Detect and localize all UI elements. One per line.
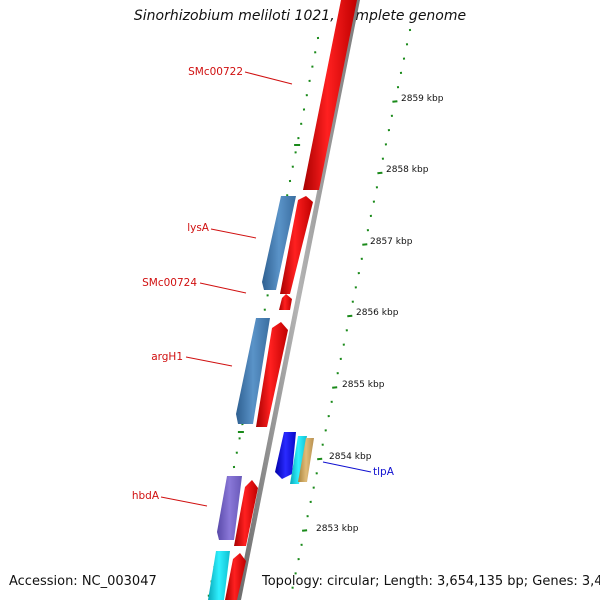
major-tick [392,100,398,103]
gene-SMc00724[interactable] [279,294,292,310]
gene-label-argH1[interactable]: argH1 [151,351,183,363]
gene-cyan-reverse[interactable] [208,551,230,600]
gene-next-forward[interactable] [225,553,246,600]
major-tick [362,243,368,246]
tlpA-gene-cluster [275,432,314,484]
gene-label-hbdA[interactable]: hbdA [132,490,160,502]
gene-label-lysA[interactable]: lysA [187,222,210,234]
gene-argH1[interactable] [256,322,288,427]
scale-tick-labels: 2859 kbp 2858 kbp 2857 kbp 2856 kbp 2855… [316,94,444,534]
gene-labels: SMc00722 lysA SMc00724 argH1 hbdA tlpA [132,66,395,502]
map-title: Sinorhizobium meliloti 1021, complete ge… [133,8,467,24]
leader-tlpA [322,461,372,473]
leader-argH1 [185,356,233,367]
gene-label-SMc00724[interactable]: SMc00724 [142,277,197,289]
outer-scale-track [291,28,412,589]
gene-hbdA[interactable] [234,480,258,546]
major-tick [377,171,383,175]
tick-label: 2858 kbp [386,165,429,175]
tick-label: 2857 kbp [370,237,413,247]
major-tick [332,386,338,389]
tick-label: 2856 kbp [356,308,399,318]
gene-tlpA-cyan[interactable] [290,436,307,484]
major-tick [347,314,353,318]
gene-tlpA-tan[interactable] [298,438,314,482]
accession-text: Accession: NC_003047 [9,574,157,589]
gene-hbdA-reverse[interactable] [217,476,242,540]
gene-SMc00722[interactable] [303,0,357,190]
gene-label-tlpA[interactable]: tlpA [373,466,395,478]
leader-SMc00722 [244,71,293,85]
gene-lysA[interactable] [280,196,313,294]
tick-label: 2853 kbp [316,524,359,534]
topology-text: Topology: circular; Length: 3,654,135 bp… [262,574,600,589]
leader-hbdA [160,496,208,507]
leader-lysA [210,228,257,239]
gene-lysA-reverse[interactable] [262,196,296,290]
reverse-strand-genes [208,196,296,600]
gene-label-SMc00722[interactable]: SMc00722 [188,66,243,78]
tick-label: 2854 kbp [329,452,372,462]
leader-SMc00724 [199,282,247,294]
forward-strand-genes [225,0,357,600]
tick-label: 2859 kbp [401,94,444,104]
gene-tlpA-dark[interactable] [275,432,296,479]
sequence-backbone [236,0,360,600]
tick-label: 2855 kbp [342,380,385,390]
gene-argH1-reverse[interactable] [236,318,270,424]
major-tick [317,457,323,461]
major-tick [301,529,308,532]
label-leader-lines [160,71,372,507]
